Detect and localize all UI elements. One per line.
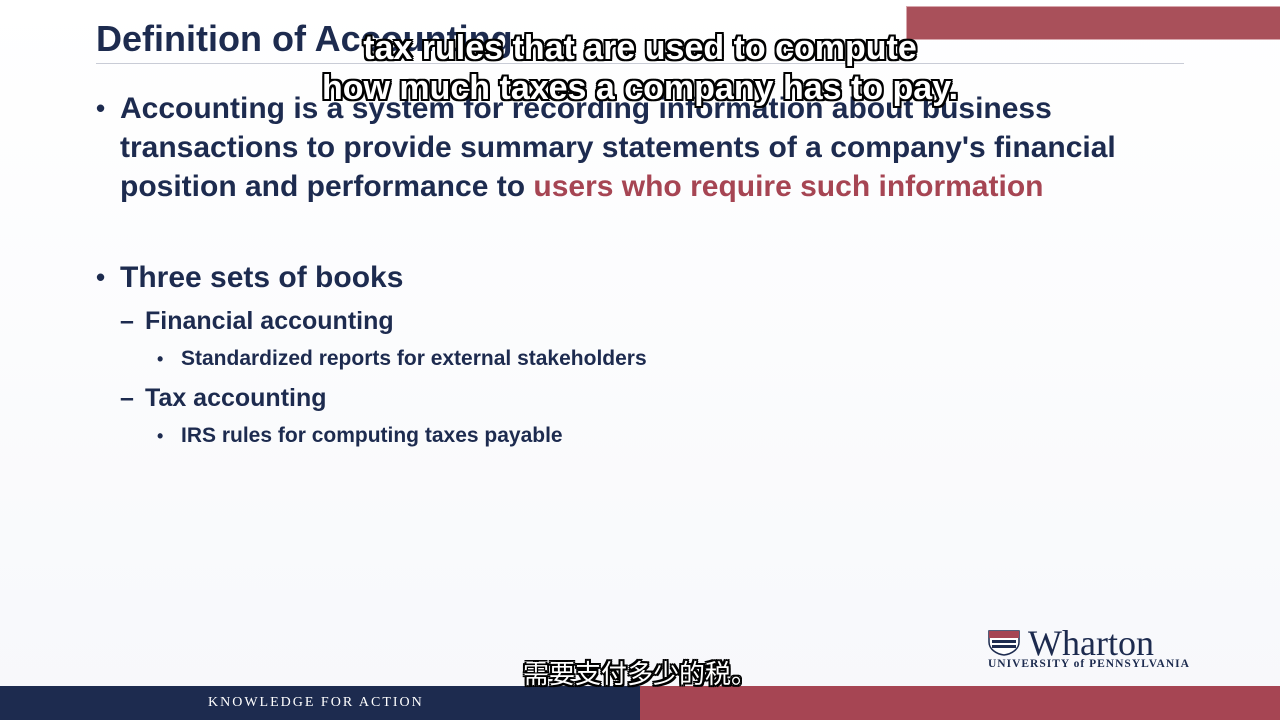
sub-bullet-tax: Tax accounting	[120, 383, 326, 413]
bullet-definition: Accounting is a system for recording inf…	[96, 89, 1200, 206]
penn-shield-icon	[988, 630, 1020, 656]
bullet-three-sets: Three sets of books	[96, 258, 403, 297]
footer-tagline: KNOWLEDGE FOR ACTION	[208, 695, 424, 710]
slide-title: Definition of Accounting	[96, 18, 513, 59]
sub-sub-bullet-tax-detail: IRS rules for computing taxes payable	[157, 423, 563, 449]
title-divider	[96, 63, 1184, 64]
top-right-accent-bar	[906, 6, 1280, 40]
logo-wordmark: Wharton	[1028, 623, 1154, 663]
footer-left-band: KNOWLEDGE FOR ACTION	[0, 686, 640, 720]
footer-right-band	[640, 686, 1280, 720]
bullet-definition-text: Accounting is a system for recording inf…	[120, 92, 1116, 203]
caption-line-1: tax rules that are used to compute	[363, 29, 917, 67]
caption-line-2: how much taxes a company has to pay.	[321, 69, 959, 107]
wharton-logo: Wharton UNIVERSITY of PENNSYLVANIA	[988, 624, 1190, 672]
logo-subline: UNIVERSITY of PENNSYLVANIA	[988, 658, 1190, 670]
sub-sub-bullet-financial-detail: Standardized reports for external stakeh…	[157, 346, 647, 372]
chinese-subtitle: 需要支付多少的税。	[522, 660, 757, 690]
sub-bullet-financial: Financial accounting	[120, 306, 394, 336]
bullet-definition-highlight: users who require such information	[533, 170, 1044, 203]
